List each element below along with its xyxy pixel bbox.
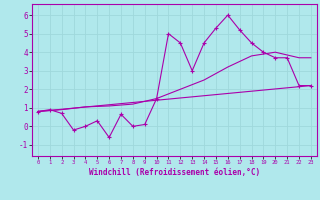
X-axis label: Windchill (Refroidissement éolien,°C): Windchill (Refroidissement éolien,°C) [89, 168, 260, 177]
